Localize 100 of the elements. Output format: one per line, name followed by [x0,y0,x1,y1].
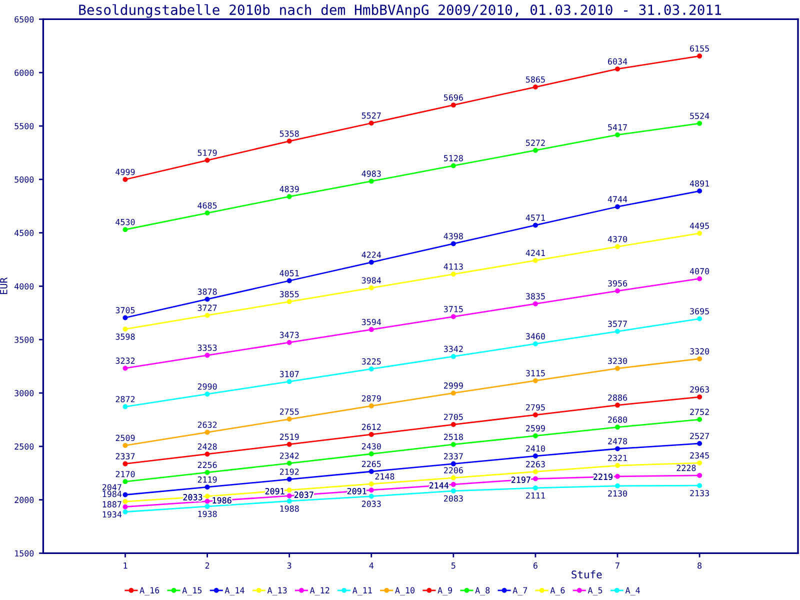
data-label: 1988 [280,505,299,512]
legend-label: A_4 [625,587,640,596]
y-tick-label: 1500 [15,550,34,557]
data-label: 5417 [608,124,627,130]
data-label: 3230 [608,358,627,364]
point [697,230,702,236]
x-tick-label: 5 [451,562,456,569]
data-label: 2795 [526,404,545,411]
point [122,227,128,232]
data-label: 2148 [375,473,394,480]
data-label: 2337 [444,453,463,460]
data-label: 4999 [116,168,135,176]
point [368,481,374,486]
data-label: 3353 [198,344,217,351]
data-label: 1938 [198,510,217,518]
data-label: 2091 [347,488,366,494]
legend-label: A_9 [438,587,452,596]
point [286,476,292,482]
point [204,210,210,216]
legend-label: A_14 [224,587,244,596]
data-label: 3115 [526,370,545,376]
point [204,158,210,163]
point [204,352,210,358]
data-label: 2599 [526,425,545,432]
data-label: 4113 [444,263,463,270]
point [532,476,538,482]
data-label: 4370 [608,236,627,242]
point [122,442,128,448]
point [615,328,620,334]
data-label: 4495 [690,222,709,229]
data-label: 4530 [116,218,135,226]
point [368,494,374,499]
point [204,494,210,499]
data-label: 3460 [526,333,545,340]
data-label: 2705 [444,414,463,420]
data-label: 5272 [526,140,545,146]
data-label: 2130 [608,490,627,497]
point [532,412,538,418]
data-label: 2119 [198,476,217,483]
y-tick-label: 6000 [14,70,34,76]
point [368,366,374,372]
data-label: 1986 [212,497,232,504]
point [368,469,374,474]
data-label: 1887 [102,501,122,508]
point [615,204,620,210]
data-label: 5179 [198,150,217,156]
point [697,441,702,446]
data-label: 3107 [280,370,299,378]
data-label: 5696 [444,94,463,101]
legend-label: A_5 [588,587,602,596]
data-label: 3232 [116,358,135,364]
data-label: 5527 [362,112,381,119]
y-tick-label: 6500 [14,16,34,23]
data-label: 3577 [608,320,627,327]
data-label: 2133 [690,490,709,496]
data-label: 4744 [608,196,628,202]
data-label: 3956 [608,280,627,287]
point [286,194,292,200]
x-tick-label: 3 [287,562,292,569]
x-tick-label: 2 [205,562,210,569]
point [697,54,702,59]
point [697,120,702,126]
point [532,485,538,490]
point [368,260,374,265]
point [615,366,620,371]
data-label: 2037 [294,492,314,498]
y-tick-label: 3500 [14,336,34,343]
point [615,463,620,468]
point [204,296,210,302]
point [615,132,620,138]
data-label: 2197 [512,476,530,483]
point [122,479,128,484]
data-label: 4051 [280,270,299,276]
point [532,454,538,459]
data-label: 6155 [690,45,709,52]
data-label: 2680 [608,416,627,423]
point [122,315,128,320]
data-label: 2518 [444,434,463,440]
point [532,341,538,346]
y-tick-label: 5000 [14,176,34,183]
data-label: 2632 [198,422,217,428]
data-label: 1984 [102,490,122,498]
point [368,120,374,126]
data-label: 4398 [444,233,463,240]
data-label: 3695 [690,308,709,314]
data-label: 3984 [362,277,382,284]
data-label: 4070 [690,268,710,274]
point [697,416,702,422]
y-tick-label: 4000 [14,283,34,290]
data-label: 2170 [116,470,135,478]
point [204,430,210,435]
data-label: 3878 [198,288,217,295]
data-label: 2612 [362,424,381,430]
data-label: 2410 [526,445,545,452]
point [615,288,620,294]
data-label: 2428 [198,443,217,450]
data-label: 4891 [690,180,710,187]
data-label: 3727 [198,304,217,311]
point [697,276,702,282]
data-label: 2047 [102,484,122,490]
